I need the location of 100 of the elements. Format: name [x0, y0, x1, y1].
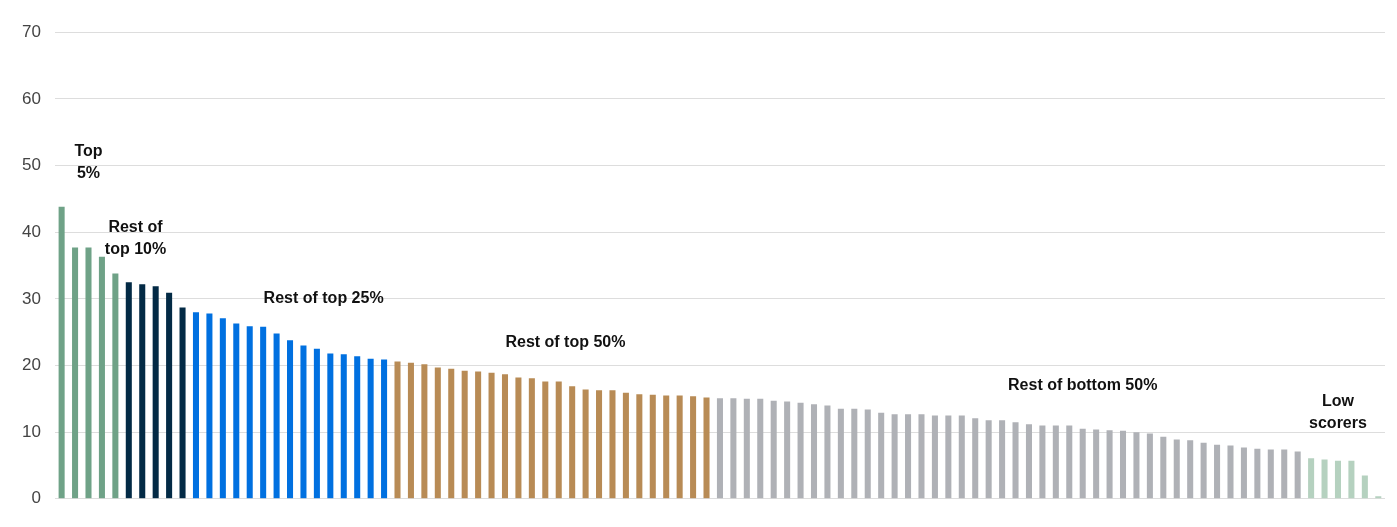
bar — [72, 247, 79, 499]
bar — [730, 398, 737, 499]
bar — [770, 400, 777, 499]
bar — [703, 397, 710, 499]
bar — [260, 326, 267, 499]
bar — [1348, 460, 1355, 499]
bar — [152, 286, 159, 499]
bar — [596, 390, 603, 499]
bar — [1012, 422, 1019, 499]
bar — [166, 292, 173, 499]
y-tick-label: 10 — [21, 421, 41, 441]
bar — [125, 282, 132, 499]
bar — [192, 312, 199, 499]
bar — [58, 206, 65, 499]
bar — [1052, 425, 1059, 499]
bar — [1187, 440, 1194, 499]
bar — [85, 247, 92, 499]
bar — [139, 284, 146, 499]
bar — [851, 408, 858, 499]
bar — [300, 345, 307, 499]
bar — [716, 398, 723, 499]
annotation: Rest of top 25% — [263, 289, 384, 307]
bar — [837, 408, 844, 499]
bar — [98, 256, 105, 499]
bar — [797, 402, 804, 499]
bar — [488, 372, 495, 499]
annotation: Rest of top 50% — [505, 332, 626, 350]
y-tick-label: 70 — [21, 21, 41, 41]
bar — [340, 354, 347, 499]
bar — [891, 414, 898, 499]
bar — [394, 361, 401, 499]
bar — [676, 395, 683, 499]
bar — [528, 378, 535, 499]
bar — [448, 368, 455, 499]
bar — [918, 414, 925, 499]
bar — [663, 395, 670, 499]
bar — [1039, 425, 1046, 499]
bar — [542, 381, 549, 499]
bar — [475, 371, 482, 499]
y-tick-label: 60 — [21, 88, 41, 108]
bar — [609, 390, 616, 499]
annotation: Rest of top 10% — [104, 218, 167, 258]
bar — [233, 323, 240, 499]
bar — [313, 348, 320, 499]
bar — [1334, 460, 1341, 499]
y-tick-label: 40 — [21, 221, 41, 241]
bar — [743, 398, 750, 499]
bar — [1093, 429, 1100, 499]
bar — [1267, 449, 1274, 499]
bar — [878, 412, 885, 499]
bar — [1281, 449, 1288, 499]
bar — [501, 374, 509, 499]
bar — [1133, 432, 1140, 499]
bar — [972, 418, 979, 499]
bar — [179, 307, 186, 499]
bar — [461, 370, 468, 499]
bar — [999, 420, 1006, 499]
y-tick-label: 50 — [21, 155, 41, 175]
bar — [824, 405, 831, 499]
bar — [246, 326, 253, 499]
bar — [958, 415, 965, 499]
bar — [690, 396, 697, 499]
bar — [864, 409, 871, 499]
bar — [784, 401, 791, 499]
bar — [649, 394, 656, 499]
bar — [1066, 425, 1073, 499]
bar — [1146, 433, 1153, 499]
bar — [945, 415, 952, 499]
bar — [1173, 439, 1180, 499]
bar — [1308, 458, 1315, 499]
bar — [381, 359, 388, 499]
annotation: Low scorers — [1309, 391, 1367, 431]
bar — [206, 313, 213, 499]
bar — [1079, 428, 1086, 499]
bar — [1361, 475, 1368, 499]
bar — [1160, 436, 1167, 499]
bar — [1254, 448, 1261, 499]
bar — [1240, 447, 1247, 499]
y-tick-label: 0 — [31, 488, 41, 508]
y-tick-label: 30 — [21, 288, 41, 308]
bar — [622, 392, 629, 499]
bar — [985, 420, 992, 499]
bar — [1321, 459, 1328, 499]
bar — [1214, 444, 1221, 499]
bar — [555, 381, 562, 499]
bar — [287, 340, 294, 499]
bar — [757, 398, 764, 499]
bar — [273, 333, 280, 499]
y-tick-label: 20 — [21, 355, 41, 375]
bar — [1200, 442, 1207, 499]
bar — [582, 389, 589, 499]
bar — [1119, 430, 1127, 499]
bar — [905, 414, 912, 499]
bar — [354, 356, 361, 499]
bar — [421, 364, 428, 499]
bar — [1227, 445, 1234, 499]
bar — [931, 415, 938, 499]
bar — [515, 377, 522, 499]
bar — [1106, 430, 1113, 499]
bar — [219, 318, 226, 499]
